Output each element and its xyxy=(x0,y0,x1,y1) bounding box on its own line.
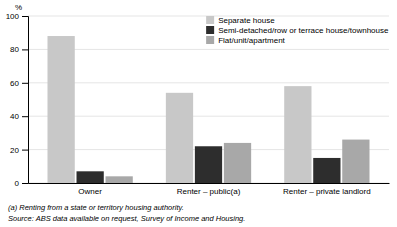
y-tick-label: 60 xyxy=(10,79,19,88)
y-axis: 0 20 40 60 80 100 xyxy=(6,12,29,188)
x-tick: Renter – private landlord xyxy=(283,187,371,196)
legend-item: Flat/unit/apartment xyxy=(206,36,285,45)
bar xyxy=(224,143,251,183)
x-tick: Renter – public(a) xyxy=(177,187,241,196)
x-axis: Owner Renter – public(a) Renter – private … xyxy=(29,184,390,196)
legend: Separate houseSemi-detached/row or terra… xyxy=(206,16,389,45)
legend-swatch xyxy=(206,26,214,34)
x-tick-label: Renter – private landlord xyxy=(283,187,371,196)
bar xyxy=(342,140,369,183)
footnote: (a) Renting from a state or territory ho… xyxy=(8,203,184,212)
grid-line xyxy=(28,49,389,50)
bar xyxy=(47,36,74,183)
y-axis-label: % xyxy=(15,3,22,12)
y-tick-mark xyxy=(22,150,28,151)
bar xyxy=(195,146,222,183)
bar-series xyxy=(77,146,341,183)
grid-line xyxy=(28,82,389,83)
y-tick: 20 xyxy=(10,146,28,155)
y-tick: 80 xyxy=(10,45,28,54)
legend-item: Semi-detached/row or terrace house/townh… xyxy=(206,26,389,35)
bars xyxy=(47,36,369,183)
grid xyxy=(28,16,389,183)
y-tick-mark xyxy=(22,116,28,117)
y-tick-mark xyxy=(22,16,28,17)
y-tick-mark xyxy=(22,183,28,184)
bar-series xyxy=(106,140,370,183)
y-tick-mark xyxy=(22,83,28,84)
x-tick-label: Renter – public(a) xyxy=(177,187,241,196)
bar xyxy=(77,171,104,183)
y-tick-label: 40 xyxy=(10,112,19,121)
y-tick-label: 100 xyxy=(6,12,20,21)
bar xyxy=(106,176,133,183)
chart-container: 0 20 40 60 80 100 Owner Renter – public(a) Rente… xyxy=(0,0,397,227)
legend-label: Flat/unit/apartment xyxy=(218,36,285,45)
bar-series xyxy=(47,36,311,183)
chart: 0 20 40 60 80 100 Owner Renter – public(a) Rente… xyxy=(0,0,397,227)
legend-label: Separate house xyxy=(218,16,275,25)
y-axis-line xyxy=(22,17,29,184)
y-tick: 60 xyxy=(10,79,28,88)
plot: 0 20 40 60 80 100 Owner Renter – public(a) Rente… xyxy=(6,3,390,196)
footnote: Source: ABS data available on request, S… xyxy=(8,214,245,223)
y-tick-mark xyxy=(22,49,28,50)
bar xyxy=(166,93,193,183)
x-tick: Owner xyxy=(78,187,102,196)
legend-label: Semi-detached/row or terrace house/townh… xyxy=(218,26,389,35)
x-tick-label: Owner xyxy=(78,187,102,196)
legend-swatch xyxy=(206,16,214,24)
y-tick: 40 xyxy=(10,112,28,121)
grid-line xyxy=(28,116,389,117)
x-axis-line xyxy=(29,183,390,184)
y-tick: 0 xyxy=(15,179,28,188)
y-tick-label: 20 xyxy=(10,146,19,155)
legend-item: Separate house xyxy=(206,16,275,25)
y-tick: 100 xyxy=(6,12,28,21)
bar xyxy=(313,158,340,183)
y-tick-label: 0 xyxy=(15,179,20,188)
legend-swatch xyxy=(206,36,214,44)
bar xyxy=(284,86,311,183)
y-tick-label: 80 xyxy=(10,45,19,54)
